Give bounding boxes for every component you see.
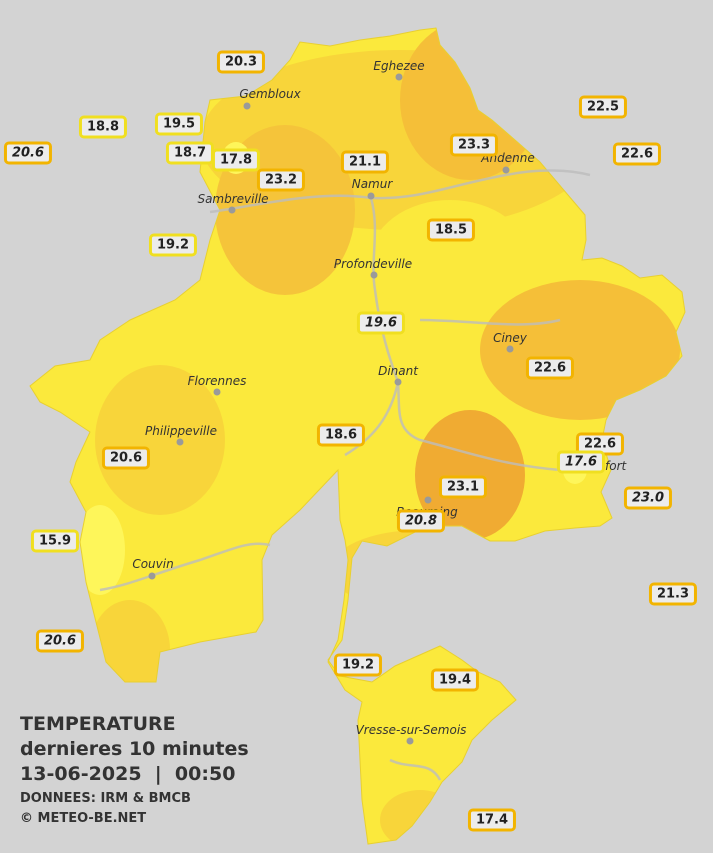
- city-label: Sambreville: [197, 192, 269, 206]
- city-label: Eghezee: [373, 59, 425, 73]
- station-label: 17.8: [211, 148, 261, 172]
- station-label: 22.6: [525, 356, 575, 380]
- station-label: 18.5: [426, 218, 476, 242]
- city-dot: [406, 737, 414, 745]
- rivers: [99, 169, 591, 781]
- city-dot: [148, 572, 156, 580]
- city-label: Dinant: [378, 364, 418, 378]
- station-label: 19.2: [148, 233, 198, 257]
- station-label: 23.3: [449, 133, 499, 157]
- station-label: 20.6: [101, 446, 151, 470]
- station-label: 20.8: [396, 509, 446, 533]
- city-label: Florennes: [187, 374, 247, 388]
- city-dot: [370, 271, 378, 279]
- city-dot: [394, 378, 402, 386]
- station-label: 17.4: [467, 808, 517, 832]
- city-label: Gembloux: [239, 87, 301, 101]
- legend-copyright: © METEO-BE.NET: [20, 811, 147, 826]
- station-label: 18.7: [165, 141, 215, 165]
- city-dot: [243, 102, 251, 110]
- city-dot: [506, 345, 514, 353]
- station-label: 19.6: [356, 311, 406, 335]
- station-label: 20.6: [35, 629, 85, 653]
- city-dot: [228, 206, 236, 214]
- city-label: Ciney: [493, 331, 527, 345]
- city-label: Couvin: [132, 557, 174, 571]
- station-label: 23.0: [623, 486, 673, 510]
- station-label: 22.6: [612, 142, 662, 166]
- legend-datetime: 13-06-2025 | 00:50: [20, 763, 236, 785]
- legend-title: TEMPERATURE: [20, 713, 176, 735]
- city-label: Profondeville: [333, 257, 413, 271]
- station-label: 17.6: [556, 450, 606, 474]
- city-dot: [502, 166, 510, 174]
- station-label: 20.3: [216, 50, 266, 74]
- station-label: 21.1: [340, 150, 390, 174]
- station-label: 21.3: [648, 582, 698, 606]
- city-dot: [395, 73, 403, 81]
- legend-source: DONNEES: IRM & BMCB: [20, 791, 191, 806]
- station-label: 23.2: [256, 168, 306, 192]
- station-label: 19.4: [430, 668, 480, 692]
- station-label: 18.6: [316, 423, 366, 447]
- city-label: Namur: [351, 177, 393, 191]
- city-dot: [176, 438, 184, 446]
- city-dot: [424, 496, 432, 504]
- legend-subtitle: dernieres 10 minutes: [20, 738, 249, 760]
- station-label: 18.8: [78, 115, 128, 139]
- station-label: 15.9: [30, 529, 80, 553]
- station-label: 22.5: [578, 95, 628, 119]
- city-dot: [213, 388, 221, 396]
- city-label: Philippeville: [145, 424, 217, 438]
- city-label: Vresse-sur-Semois: [355, 723, 467, 737]
- station-label: 19.2: [333, 653, 383, 677]
- station-label: 23.1: [438, 475, 488, 499]
- station-label: 20.6: [3, 141, 53, 165]
- station-label: 19.5: [154, 112, 204, 136]
- city-dot: [367, 192, 375, 200]
